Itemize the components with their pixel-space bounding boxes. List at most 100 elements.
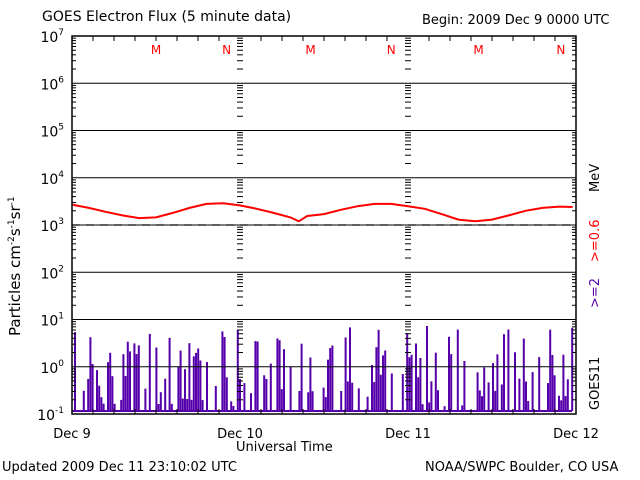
flux-2mev-bar <box>525 381 527 411</box>
flux-2mev-bar <box>487 382 490 411</box>
flux-2mev-bar <box>269 363 272 411</box>
y-tick-base: 10 <box>40 77 58 93</box>
flux-2mev-bar <box>155 347 158 411</box>
flux-2mev-bar <box>346 381 349 411</box>
flux-2mev-bar <box>311 391 314 411</box>
flux-2mev-bar <box>547 383 549 411</box>
flux-2mev-bar <box>476 372 479 411</box>
y-axis-label-sr: sr <box>6 205 24 220</box>
y-tick-exponent: 6 <box>58 75 64 85</box>
source-label: NOAA/SWPC Boulder, CO USA <box>425 460 619 475</box>
flux-2mev-bar <box>307 392 310 411</box>
flux-2mev-bar <box>531 372 534 411</box>
mn-marker-m: M <box>305 43 315 57</box>
y-axis-label-exp3: -1 <box>7 196 17 206</box>
flux-2mev-bar <box>549 329 552 411</box>
flux-2mev-bar <box>500 384 503 411</box>
flux-2mev-bar <box>428 402 431 411</box>
y-axis-label-main: Particles cm <box>6 245 24 336</box>
flux-2mev-bar <box>408 357 411 411</box>
begin-label: Begin: 2009 Dec 9 0000 UTC <box>422 13 610 28</box>
flux-2mev-bar <box>223 337 226 411</box>
flux-2mev-bar <box>496 354 499 411</box>
flux-2mev-bar <box>415 343 417 411</box>
flux-2mev-bar <box>177 366 180 411</box>
flux-2mev-bar <box>327 359 329 411</box>
flux-2mev-bar <box>91 364 94 411</box>
flux-2mev-bar <box>164 378 167 411</box>
flux-2mev-bar <box>448 336 450 411</box>
flux-2mev-bar <box>192 356 195 411</box>
flux-2mev-bar <box>430 381 433 411</box>
y-axis-label-exp1: -2 <box>7 236 17 246</box>
flux-2mev-bar <box>278 340 281 411</box>
flux-2mev-bar <box>450 354 453 411</box>
flux-2mev-bar <box>168 337 171 411</box>
flux-2mev-bar <box>190 399 193 411</box>
flux-2mev-bar <box>406 333 409 411</box>
y-tick-label: 10-1 <box>37 406 64 424</box>
y-tick-exponent: 3 <box>58 217 64 227</box>
flux-2mev-bar <box>566 379 569 411</box>
flux-2mev-bar <box>514 352 516 411</box>
flux-2mev-bar <box>122 354 125 411</box>
flux-2mev-bar <box>564 396 567 411</box>
y-tick-base: 10 <box>40 361 58 377</box>
y-tick-base: 10 <box>40 219 58 235</box>
y-tick-exponent: 1 <box>58 312 64 322</box>
flux-2mev-bar <box>221 331 224 411</box>
flux-2mev-bar <box>124 376 127 411</box>
flux-2mev-bar <box>89 337 92 411</box>
y-tick-label: 104 <box>40 170 64 188</box>
flux-2mev-bar <box>201 400 204 411</box>
flux-2mev-bar <box>256 341 259 411</box>
y-tick-exponent: -1 <box>55 406 64 416</box>
flux-06mev-line <box>71 202 573 223</box>
y-tick-base: 10 <box>40 314 58 330</box>
flux-2mev-bar <box>527 401 530 411</box>
flux-2mev-bar <box>265 379 268 411</box>
flux-2mev-bar <box>109 352 112 411</box>
flux-2mev-bar <box>371 365 373 411</box>
flux-2mev-bar <box>553 375 556 411</box>
updated-timestamp: Updated 2009 Dec 11 23:10:02 UTC <box>2 460 237 475</box>
flux-2mev-bar <box>230 401 233 411</box>
flux-2mev-bar <box>518 378 521 411</box>
flux-2mev-bar <box>401 374 404 411</box>
flux-2mev-bar <box>483 367 486 411</box>
x-tick-label: Dec 11 <box>385 427 431 442</box>
flux-2mev-bar <box>437 390 439 411</box>
flux-2mev-bar <box>309 357 312 411</box>
x-tick-label: Dec 9 <box>53 427 91 442</box>
flux-2mev-bar <box>481 396 483 411</box>
y-tick-label: 106 <box>40 75 64 93</box>
flux-2mev-bar <box>379 374 382 411</box>
flux-2mev-bar <box>538 357 541 411</box>
flux-2mev-bar <box>390 373 393 411</box>
flux-2mev-bar <box>159 392 162 411</box>
mn-marker-m: M <box>473 43 483 57</box>
flux-2mev-bar <box>206 362 208 411</box>
flux-2mev-bar <box>463 361 466 411</box>
flux-2mev-bar <box>377 329 380 411</box>
y-tick-base: 10 <box>40 30 58 46</box>
flux-2mev-bar <box>157 404 160 411</box>
y-tick-base: 10 <box>40 172 58 188</box>
flux-2mev-bar <box>137 345 140 411</box>
flux-2mev-bar <box>283 349 285 411</box>
flux-2mev-bar <box>322 387 325 411</box>
flux-2mev-bar <box>133 343 136 411</box>
flux-2mev-bar <box>410 354 413 411</box>
flux-2mev-bar <box>373 382 376 411</box>
flux-2mev-bar <box>111 376 114 411</box>
flux-2mev-bar <box>82 390 85 411</box>
y-tick-base: 10 <box>37 408 55 424</box>
right-label-energy-06: >=0.6 <box>588 219 603 262</box>
flux-2mev-bar <box>349 327 351 411</box>
flux-2mev-bar <box>236 330 239 411</box>
flux-2mev-bar <box>456 329 459 411</box>
x-tick-label: Dec 12 <box>553 427 599 442</box>
flux-2mev-bar <box>239 379 241 411</box>
mn-marker-n: N <box>387 43 396 57</box>
flux-2mev-bar <box>250 393 252 411</box>
